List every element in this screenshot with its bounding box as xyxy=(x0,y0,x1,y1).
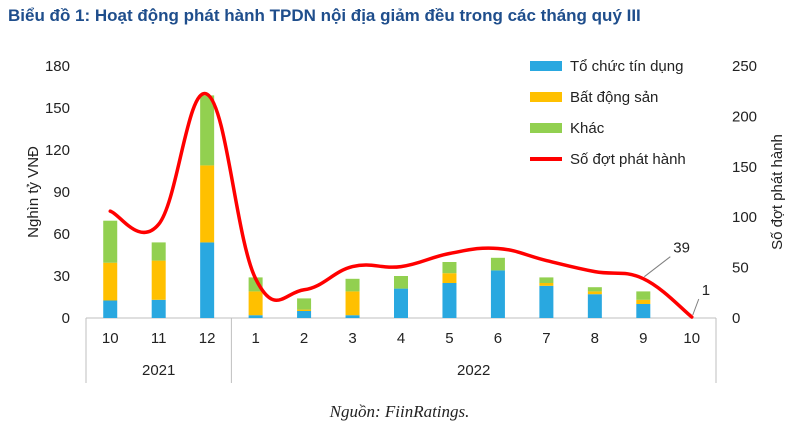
source-note: Nguồn: FiinRatings. xyxy=(329,402,470,421)
x-group-label: 2021 xyxy=(142,362,175,379)
annotation-leader xyxy=(692,298,700,316)
bar-segment xyxy=(200,165,215,243)
annotation-leader xyxy=(644,256,671,278)
y2-tick-label: 200 xyxy=(732,108,757,125)
bar-segment xyxy=(248,315,263,318)
x-tick-label: 2 xyxy=(300,330,308,347)
y2-tick-label: 0 xyxy=(732,310,740,327)
data-label: 1 xyxy=(702,282,710,299)
line-layer xyxy=(108,92,694,319)
chart-title: Biểu đồ 1: Hoạt động phát hành TPDN nội … xyxy=(8,6,641,25)
bar-segment xyxy=(345,291,360,316)
series-line-so-dot-phat-hanh xyxy=(108,92,694,319)
bar-segment xyxy=(103,262,118,301)
y-tick-label: 120 xyxy=(45,142,70,159)
bar-segment xyxy=(394,276,408,289)
legend-label: Bất động sản xyxy=(570,89,658,106)
bar-segment xyxy=(490,270,505,318)
y2-tick-label: 150 xyxy=(732,159,757,176)
y-tick-label: 180 xyxy=(45,58,70,75)
x-tick-label: 7 xyxy=(542,330,550,347)
y-tick-label: 30 xyxy=(53,268,70,285)
y-axis-title: Nghìn tỷ VNĐ xyxy=(25,146,42,238)
bar-segment xyxy=(394,288,408,318)
bar-segment xyxy=(490,257,505,271)
bar-segment xyxy=(636,299,651,304)
x-group-label: 2022 xyxy=(457,362,490,379)
bar-segment xyxy=(248,291,263,316)
bar-segment xyxy=(636,304,651,318)
x-tick-label: 4 xyxy=(397,330,405,347)
x-tick-label: 8 xyxy=(591,330,599,347)
bar-segment xyxy=(345,278,360,292)
x-tick-label: 11 xyxy=(151,330,167,347)
y2-tick-label: 100 xyxy=(732,209,757,226)
y2-tick-label: 250 xyxy=(732,58,757,75)
bar-segment xyxy=(636,291,651,300)
bar-segment xyxy=(297,311,312,318)
bar-segment xyxy=(587,287,602,292)
y2-axis-title: Số đợt phát hành xyxy=(769,134,786,250)
bar-segment xyxy=(442,283,457,318)
stacked-bar-line-chart: 0 30 60 90 120 150 180 0 50 100 150 200 250 Nghìn tỷ … xyxy=(25,58,786,383)
bar-segment xyxy=(297,298,312,310)
x-tick-label: 3 xyxy=(348,330,356,347)
x-tick-label: 1 xyxy=(251,330,259,347)
bar-segment xyxy=(200,242,215,318)
bar-segment xyxy=(539,285,554,318)
data-label: 39 xyxy=(673,240,690,257)
y2-tick-label: 50 xyxy=(732,260,749,277)
bar-segment xyxy=(345,315,360,318)
bar-segment xyxy=(587,294,602,318)
bar-segment xyxy=(200,95,215,166)
bar-segment xyxy=(442,262,457,274)
x-tick-label: 12 xyxy=(199,330,216,347)
bar-segment xyxy=(442,273,457,283)
y-tick-label: 0 xyxy=(62,310,70,327)
bar-segment xyxy=(297,309,312,311)
legend-swatch xyxy=(530,92,562,102)
legend-swatch xyxy=(530,61,562,71)
legend-label: Tổ chức tín dụng xyxy=(570,58,683,75)
x-tick-label: 9 xyxy=(639,330,647,347)
bar-segment xyxy=(151,242,166,261)
y-tick-label: 90 xyxy=(53,184,70,201)
bar-segment xyxy=(587,291,602,295)
labels-layer: 39 1 xyxy=(644,240,710,316)
x-tick-label: 10 xyxy=(683,330,700,347)
x-tick-label: 5 xyxy=(445,330,453,347)
legend-label: Số đợt phát hành xyxy=(570,151,686,168)
y-tick-label: 60 xyxy=(53,226,70,243)
bar-segment xyxy=(103,300,118,318)
bar-segment xyxy=(539,283,554,286)
legend-swatch xyxy=(530,123,562,133)
bars-layer xyxy=(103,95,651,318)
bar-segment xyxy=(151,260,166,300)
bar-segment xyxy=(539,277,554,283)
x-tick-label: 10 xyxy=(102,330,119,347)
y-tick-label: 150 xyxy=(45,100,70,117)
x-tick-label: 6 xyxy=(494,330,502,347)
bar-segment xyxy=(103,220,118,263)
axes-layer: 0 30 60 90 120 150 180 0 50 100 150 200 250 Nghìn tỷ … xyxy=(25,58,786,383)
legend-label: Khác xyxy=(570,120,605,137)
legend: Tổ chức tín dụng Bất động sản Khác Số đợt p… xyxy=(530,58,686,168)
bar-segment xyxy=(151,299,166,318)
